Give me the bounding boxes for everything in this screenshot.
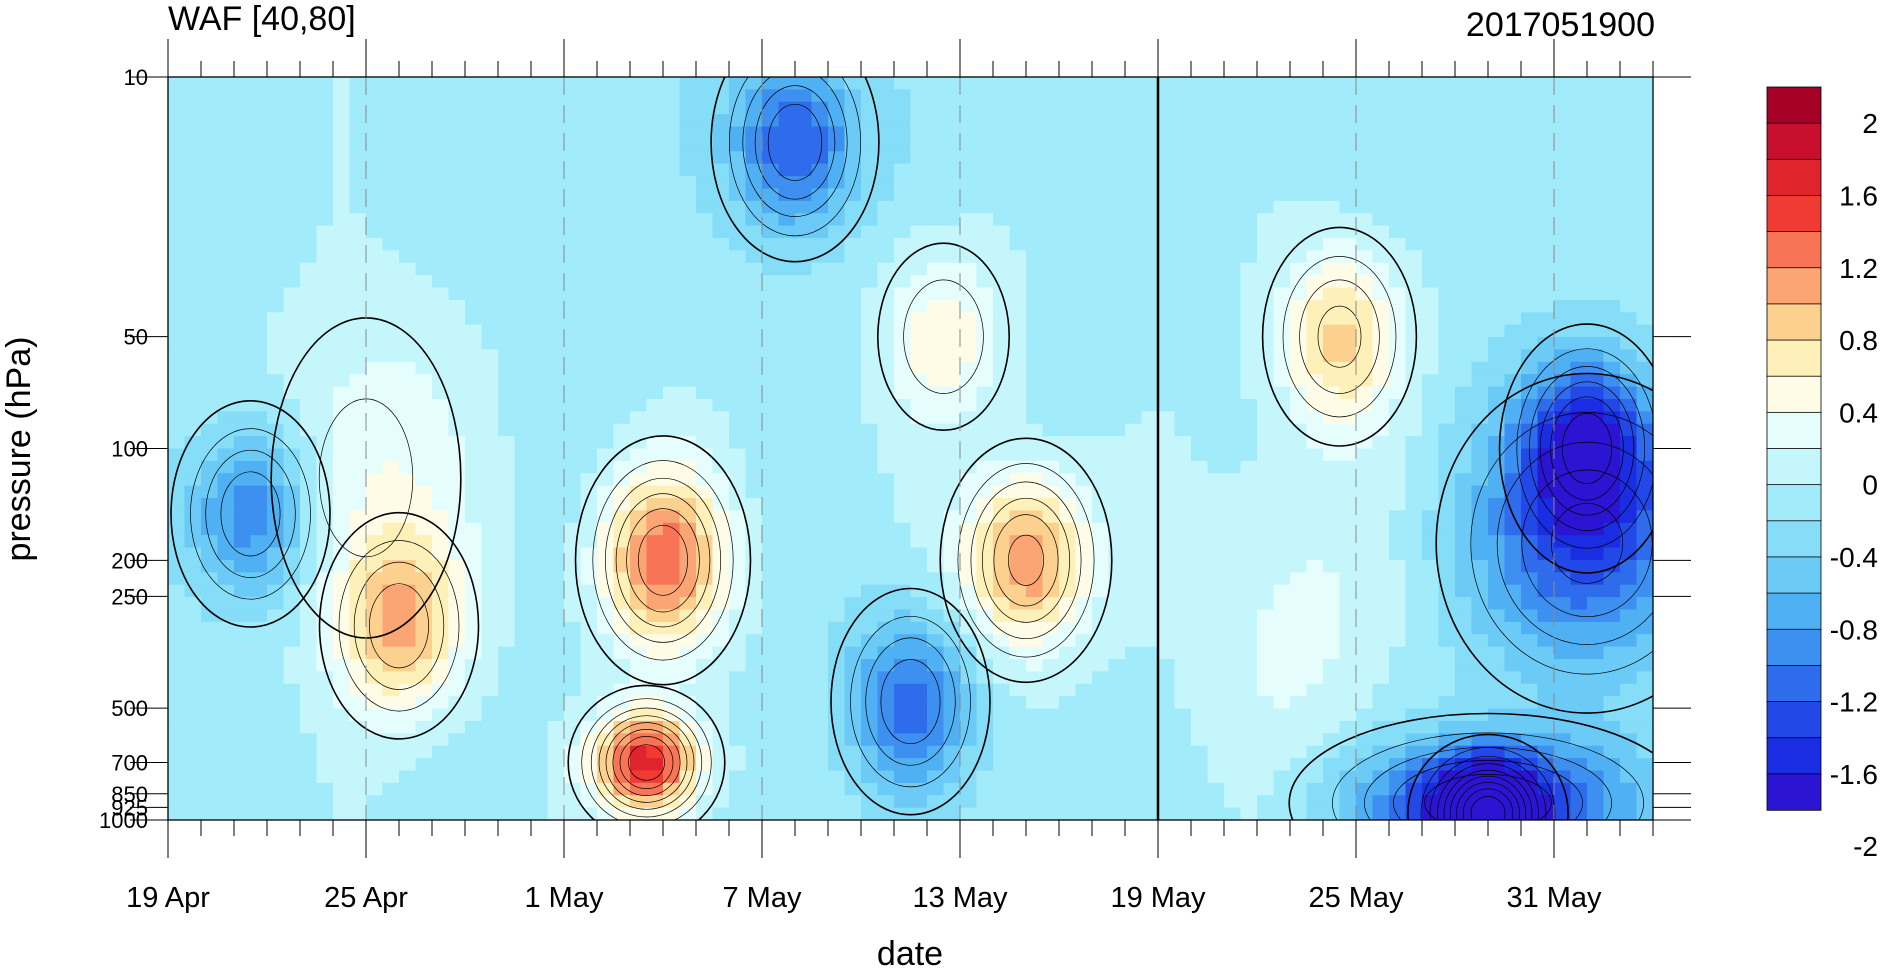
x-tick-label: 31 May xyxy=(1506,882,1602,914)
y-tick-label: 700 xyxy=(111,750,148,775)
colorbar-label: 1.2 xyxy=(1839,253,1878,284)
colorbar-swatch xyxy=(1767,232,1821,268)
colorbar-swatch xyxy=(1767,449,1821,485)
colorbar-swatch xyxy=(1767,738,1821,774)
colorbar-swatch xyxy=(1767,376,1821,412)
x-tick-label: 25 Apr xyxy=(324,882,408,914)
colorbar-label: -1.2 xyxy=(1830,687,1878,718)
colorbar-label: -0.4 xyxy=(1830,542,1878,573)
colorbar-swatch xyxy=(1767,268,1821,304)
colorbar-swatch xyxy=(1767,521,1821,557)
colorbar-label: 1.6 xyxy=(1839,180,1878,211)
x-tick-label: 19 May xyxy=(1110,882,1206,914)
y-tick-label: 1000 xyxy=(99,808,148,833)
colorbar-label: 0 xyxy=(1862,470,1878,501)
colorbar-swatch xyxy=(1767,485,1821,521)
colorbar-swatch xyxy=(1767,557,1821,593)
y-axis-label: pressure (hPa) xyxy=(0,337,38,562)
y-tick-label: 200 xyxy=(111,548,148,573)
colorbar-label: -0.8 xyxy=(1830,614,1878,645)
colorbar-swatch xyxy=(1767,304,1821,340)
colorbar-swatch xyxy=(1767,195,1821,231)
colorbar-swatch xyxy=(1767,629,1821,665)
chart-title-right: 2017051900 xyxy=(1466,6,1655,44)
colorbar: 2 1.6 1.2 0.8 0.4 0 -0.4 -0.8 -1.2 -1.6 -2 xyxy=(1767,87,1878,862)
x-tick-label: 25 May xyxy=(1308,882,1404,914)
colorbar-swatch xyxy=(1767,774,1821,810)
x-tick-label: 19 Apr xyxy=(126,882,210,914)
chart-title-left: WAF [40,80] xyxy=(168,0,356,38)
colorbar-label: -2 xyxy=(1853,831,1878,862)
x-axis-label: date xyxy=(877,935,943,968)
colorbar-swatch xyxy=(1767,412,1821,448)
colorbar-label: 2 xyxy=(1862,108,1878,139)
y-tick-label: 250 xyxy=(111,584,148,609)
contour-field xyxy=(168,77,1654,821)
y-tick-label: 500 xyxy=(111,696,148,721)
colorbar-swatch xyxy=(1767,702,1821,738)
x-tick-label: 13 May xyxy=(912,882,1008,914)
colorbar-label: -1.6 xyxy=(1830,759,1878,790)
colorbar-swatch xyxy=(1767,123,1821,159)
colorbar-swatch xyxy=(1767,340,1821,376)
colorbar-swatch xyxy=(1767,593,1821,629)
x-tick-label: 7 May xyxy=(723,882,802,914)
y-tick-label: 100 xyxy=(111,437,148,462)
colorbar-swatch xyxy=(1767,87,1821,123)
colorbar-swatch xyxy=(1767,159,1821,195)
colorbar-label: 0.4 xyxy=(1839,397,1878,428)
colorbar-label: 0.8 xyxy=(1839,325,1878,356)
y-tick-label: 10 xyxy=(124,65,148,90)
x-tick-label: 1 May xyxy=(525,882,604,914)
y-tick-label: 50 xyxy=(124,325,148,350)
colorbar-swatch xyxy=(1767,665,1821,701)
